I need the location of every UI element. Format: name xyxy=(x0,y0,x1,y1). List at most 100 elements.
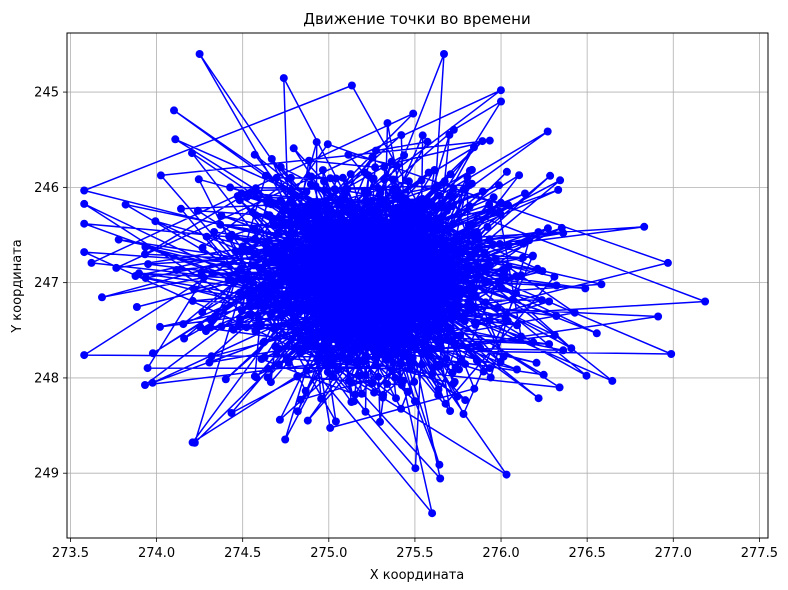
data-point xyxy=(391,185,400,194)
data-point xyxy=(250,235,259,244)
data-point xyxy=(373,249,381,258)
data-point xyxy=(470,249,478,258)
data-point xyxy=(355,371,364,380)
data-point xyxy=(416,217,425,226)
data-point xyxy=(313,211,322,220)
data-point xyxy=(344,238,353,247)
data-point xyxy=(397,404,406,413)
data-point xyxy=(436,306,445,315)
data-point xyxy=(479,367,488,376)
data-point xyxy=(190,285,199,294)
data-point xyxy=(295,279,304,288)
data-point xyxy=(559,229,568,238)
data-point xyxy=(447,307,456,316)
data-point xyxy=(550,331,559,340)
data-point xyxy=(252,373,261,382)
data-point xyxy=(289,190,298,199)
data-point xyxy=(408,342,417,351)
data-point xyxy=(364,171,373,180)
data-point xyxy=(597,280,606,289)
data-point xyxy=(403,387,412,396)
data-point xyxy=(504,241,513,249)
data-point xyxy=(400,151,409,160)
data-point xyxy=(234,320,243,329)
data-point xyxy=(407,204,415,213)
data-point xyxy=(379,239,388,248)
x-tick-label: 276.5 xyxy=(569,546,606,561)
data-point xyxy=(383,380,392,388)
data-point xyxy=(459,185,468,194)
data-point xyxy=(229,325,238,334)
data-point xyxy=(395,219,404,227)
data-point xyxy=(307,280,316,289)
data-point xyxy=(326,174,335,183)
data-point xyxy=(336,353,345,362)
data-point xyxy=(329,317,338,326)
data-point xyxy=(270,324,279,333)
data-point xyxy=(559,346,568,355)
data-point xyxy=(428,509,437,518)
data-point xyxy=(442,354,451,363)
data-point xyxy=(135,269,143,278)
data-point xyxy=(372,146,380,155)
data-point xyxy=(345,357,354,366)
data-point xyxy=(210,228,219,236)
data-point xyxy=(261,259,270,268)
data-point xyxy=(364,188,373,197)
data-point xyxy=(349,219,358,228)
data-point xyxy=(325,347,334,356)
data-point xyxy=(436,342,445,351)
data-point xyxy=(336,223,344,231)
data-point xyxy=(543,127,552,136)
data-point xyxy=(87,258,96,267)
data-point xyxy=(267,155,276,163)
data-point xyxy=(311,341,320,349)
data-point xyxy=(296,305,305,314)
data-point xyxy=(403,287,412,296)
data-point xyxy=(275,281,284,290)
data-point xyxy=(373,308,382,317)
data-point xyxy=(216,220,225,229)
data-point xyxy=(418,360,426,369)
data-point xyxy=(463,173,472,182)
data-point xyxy=(431,362,440,371)
data-point xyxy=(316,230,325,239)
data-point xyxy=(276,214,285,223)
data-point xyxy=(293,326,302,335)
data-point xyxy=(323,218,332,227)
data-point xyxy=(495,181,503,190)
data-point xyxy=(313,245,322,254)
data-point xyxy=(503,316,512,325)
data-point xyxy=(309,301,318,310)
data-point xyxy=(422,271,431,280)
data-point xyxy=(465,202,474,211)
data-point xyxy=(398,227,406,236)
data-point xyxy=(302,366,311,375)
x-tick-label: 273.5 xyxy=(52,546,89,561)
data-point xyxy=(449,125,458,134)
data-point xyxy=(455,269,464,278)
data-point xyxy=(464,307,473,315)
data-point xyxy=(400,323,409,332)
data-point xyxy=(409,109,418,118)
data-point xyxy=(265,271,274,280)
data-point xyxy=(337,325,345,334)
data-point xyxy=(282,244,291,253)
data-point xyxy=(156,322,164,331)
data-point xyxy=(399,264,408,273)
data-point xyxy=(392,330,401,338)
data-point xyxy=(80,199,89,208)
y-tick-label: 245 xyxy=(34,86,59,101)
data-point xyxy=(496,210,505,219)
data-point xyxy=(333,366,342,375)
data-point xyxy=(521,189,529,198)
data-point xyxy=(270,248,279,257)
data-point xyxy=(261,171,270,180)
data-point xyxy=(388,242,397,250)
data-point xyxy=(257,265,266,274)
data-point xyxy=(264,364,272,373)
data-point xyxy=(443,226,452,235)
data-point xyxy=(423,345,432,354)
data-point xyxy=(353,356,362,365)
data-point xyxy=(320,186,329,195)
